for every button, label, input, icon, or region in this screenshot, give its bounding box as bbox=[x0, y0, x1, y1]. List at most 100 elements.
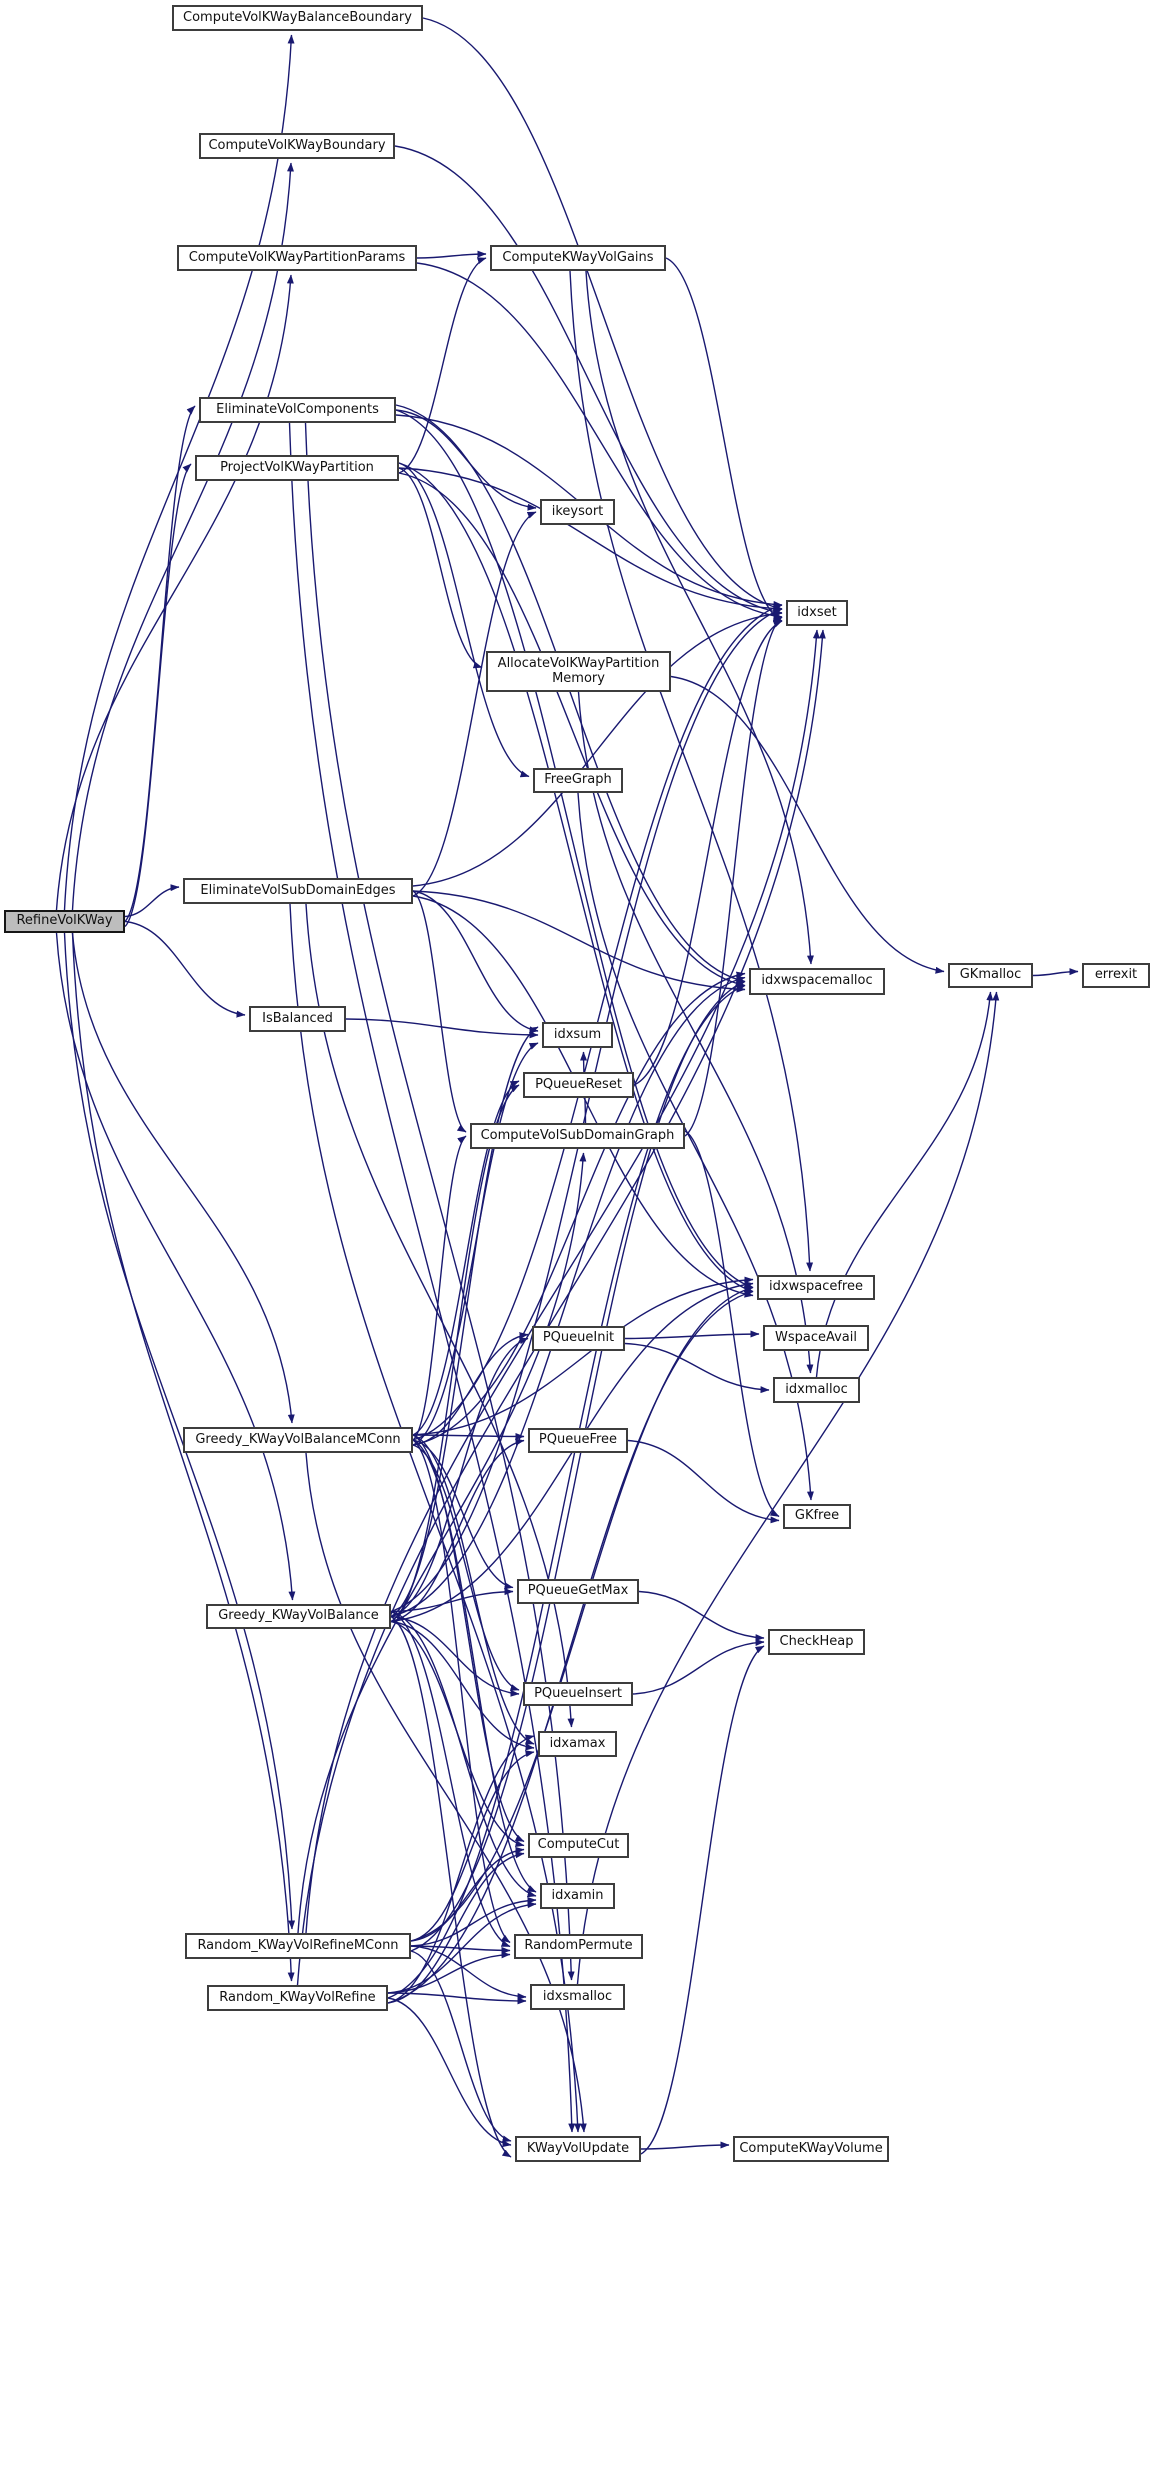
call-edge-Greedy_KWayVolBalanceMConn-to-idxwspacefree bbox=[412, 1276, 754, 1436]
call-edge-ProjectVolKWayPartition-to-FreeGraph bbox=[398, 462, 530, 778]
graph-node-idxmalloc[interactable]: idxmalloc bbox=[773, 1377, 860, 1403]
node-label: errexit bbox=[1094, 967, 1138, 983]
call-edge-Random_KWayVolRefine-to-idxset bbox=[296, 629, 826, 1986]
graph-node-idxsum[interactable]: idxsum bbox=[542, 1022, 613, 1048]
graph-node-WspaceAvail[interactable]: WspaceAvail bbox=[763, 1325, 869, 1351]
call-edge-Random_KWayVolRefineMConn-to-idxset bbox=[305, 629, 820, 1934]
call-edge-RefineVolKWay-to-EliminateVolSubDomainEdges bbox=[124, 884, 180, 918]
graph-node-EliminateVolComponents[interactable]: EliminateVolComponents bbox=[199, 397, 396, 423]
graph-node-RandomPermute[interactable]: RandomPermute bbox=[514, 1934, 643, 1959]
graph-node-AllocateVolKWayPartitionMemory[interactable]: AllocateVolKWayPartition Memory bbox=[486, 651, 671, 692]
call-edge-ComputeVolKWayPartitionParams-to-idxset bbox=[416, 262, 783, 620]
node-label: PQueueInit bbox=[542, 1330, 615, 1346]
graph-node-Greedy_KWayVolBalance[interactable]: Greedy_KWayVolBalance bbox=[206, 1604, 391, 1629]
call-edge-EliminateVolComponents-to-idxwspacefree bbox=[395, 409, 754, 1289]
graph-node-ProjectVolKWayPartition[interactable]: ProjectVolKWayPartition bbox=[195, 455, 399, 481]
call-edge-ProjectVolKWayPartition-to-ComputeKWayVolGains bbox=[398, 257, 487, 474]
graph-node-idxamin[interactable]: idxamin bbox=[540, 1883, 615, 1909]
graph-node-ComputeCut[interactable]: ComputeCut bbox=[528, 1833, 629, 1858]
node-label: ComputeKWayVolume bbox=[739, 2140, 883, 2156]
call-edge-EliminateVolSubDomainEdges-to-idxset bbox=[412, 610, 783, 887]
node-label: PQueueGetMax bbox=[527, 1583, 629, 1599]
node-label: ComputeVolKWayPartitionParams bbox=[188, 249, 406, 265]
node-label: PQueueReset bbox=[535, 1076, 622, 1092]
call-edge-RefineVolKWay-to-Random_KWayVolRefine bbox=[71, 932, 295, 1982]
call-edge-Greedy_KWayVolBalance-to-PQueueFree bbox=[390, 1438, 525, 1623]
call-edge-ComputeVolKWayBoundary-to-idxset bbox=[394, 145, 783, 616]
graph-node-ComputeVolKWayBoundary[interactable]: ComputeVolKWayBoundary bbox=[199, 133, 395, 159]
call-edge-KWayVolUpdate-to-CheckHeap bbox=[640, 1645, 765, 2155]
node-label-line: AllocateVolKWayPartition bbox=[497, 655, 660, 671]
graph-node-Greedy_KWayVolBalanceMConn[interactable]: Greedy_KWayVolBalanceMConn bbox=[183, 1427, 413, 1453]
graph-node-GKmalloc[interactable]: GKmalloc bbox=[948, 963, 1033, 988]
node-label: idxwspacemalloc bbox=[761, 973, 873, 989]
graph-node-errexit[interactable]: errexit bbox=[1082, 963, 1150, 988]
call-edge-Random_KWayVolRefineMConn-to-idxwspacefree bbox=[410, 1286, 754, 1942]
call-edge-idxsmalloc-to-GKmalloc bbox=[576, 991, 1000, 1985]
call-edge-RefineVolKWay-to-ProjectVolKWayPartition bbox=[124, 463, 192, 928]
graph-node-Random_KWayVolRefine[interactable]: Random_KWayVolRefine bbox=[207, 1985, 388, 2011]
graph-node-PQueueFree[interactable]: PQueueFree bbox=[528, 1428, 628, 1453]
node-label: Greedy_KWayVolBalanceMConn bbox=[195, 1431, 401, 1447]
graph-node-idxamax[interactable]: idxamax bbox=[538, 1731, 617, 1757]
graph-node-IsBalanced[interactable]: IsBalanced bbox=[249, 1006, 346, 1032]
graph-node-ComputeKWayVolume[interactable]: ComputeKWayVolume bbox=[733, 2136, 889, 2162]
node-label: GKfree bbox=[794, 1508, 840, 1524]
graph-node-CheckHeap[interactable]: CheckHeap bbox=[768, 1629, 865, 1655]
graph-node-PQueueInit[interactable]: PQueueInit bbox=[532, 1326, 625, 1351]
graph-node-RefineVolKWay[interactable]: RefineVolKWay bbox=[4, 910, 125, 933]
graph-node-GKfree[interactable]: GKfree bbox=[783, 1504, 851, 1529]
graph-node-ComputeVolKWayPartitionParams[interactable]: ComputeVolKWayPartitionParams bbox=[177, 245, 417, 271]
call-edge-PQueueReset-to-idxset bbox=[633, 620, 783, 1086]
graph-node-idxsmalloc[interactable]: idxsmalloc bbox=[530, 1984, 625, 2010]
call-edge-IsBalanced-to-idxsum bbox=[345, 1018, 539, 1039]
graph-node-PQueueReset[interactable]: PQueueReset bbox=[523, 1072, 634, 1098]
node-label: Random_KWayVolRefine bbox=[219, 1989, 376, 2005]
node-label: PQueueInsert bbox=[534, 1685, 622, 1701]
node-label: idxset bbox=[797, 604, 837, 620]
call-edge-AllocateVolKWayPartitionMemory-to-GKmalloc bbox=[670, 675, 945, 974]
graph-node-idxwspacemalloc[interactable]: idxwspacemalloc bbox=[749, 968, 885, 995]
call-edge-Random_KWayVolRefine-to-RandomPermute bbox=[387, 1951, 511, 1994]
node-label: RandomPermute bbox=[524, 1938, 633, 1954]
call-edge-Random_KWayVolRefineMConn-to-idxsmalloc bbox=[410, 1945, 527, 2000]
call-edge-EliminateVolSubDomainEdges-to-ComputeVolSubDomainGraph bbox=[412, 890, 467, 1133]
graph-node-ComputeKWayVolGains[interactable]: ComputeKWayVolGains bbox=[490, 245, 666, 271]
call-edge-EliminateVolComponents-to-idxwspacemalloc bbox=[395, 404, 746, 984]
node-label: CheckHeap bbox=[779, 1633, 854, 1649]
graph-node-ComputeVolKWayBalanceBoundary[interactable]: ComputeVolKWayBalanceBoundary bbox=[172, 5, 423, 31]
graph-node-FreeGraph[interactable]: FreeGraph bbox=[533, 768, 623, 793]
node-label: GKmalloc bbox=[959, 967, 1022, 983]
node-label: IsBalanced bbox=[262, 1010, 333, 1026]
call-edge-RefineVolKWay-to-ComputeVolKWayPartitionParams bbox=[55, 274, 294, 911]
call-edge-Random_KWayVolRefineMConn-to-ComputeVolSubDomainGraph bbox=[297, 1152, 587, 1934]
node-label: PQueueFree bbox=[538, 1432, 618, 1448]
call-edge-KWayVolUpdate-to-ComputeKWayVolume bbox=[640, 2141, 730, 2150]
graph-node-PQueueInsert[interactable]: PQueueInsert bbox=[523, 1682, 633, 1706]
call-edge-PQueueInsert-to-CheckHeap bbox=[632, 1638, 765, 1695]
call-edge-Greedy_KWayVolBalance-to-idxsum bbox=[390, 1026, 539, 1618]
graph-node-ikeysort[interactable]: ikeysort bbox=[540, 499, 615, 525]
call-edge-Random_KWayVolRefineMConn-to-idxamin bbox=[410, 1896, 537, 1947]
call-edge-Greedy_KWayVolBalance-to-PQueueInsert bbox=[390, 1615, 520, 1697]
graph-node-ComputeVolSubDomainGraph[interactable]: ComputeVolSubDomainGraph bbox=[470, 1123, 685, 1149]
call-edge-EliminateVolSubDomainEdges-to-KWayVolUpdate bbox=[289, 903, 582, 2133]
call-edge-EliminateVolSubDomainEdges-to-ikeysort bbox=[412, 511, 537, 897]
graph-node-idxset[interactable]: idxset bbox=[786, 600, 848, 626]
node-label: KWayVolUpdate bbox=[526, 2140, 630, 2156]
call-edge-RefineVolKWay-to-Greedy_KWayVolBalanceMConn bbox=[71, 932, 295, 1424]
call-edge-RefineVolKWay-to-Random_KWayVolRefineMConn bbox=[63, 932, 296, 1930]
call-edge-PQueueInit-to-idxmalloc bbox=[624, 1342, 770, 1394]
graph-node-PQueueGetMax[interactable]: PQueueGetMax bbox=[517, 1579, 639, 1604]
graph-node-idxwspacefree[interactable]: idxwspacefree bbox=[757, 1275, 875, 1300]
call-edge-Greedy_KWayVolBalanceMConn-to-ComputeCut bbox=[412, 1434, 525, 1843]
call-edge-Greedy_KWayVolBalanceMConn-to-idxamax bbox=[412, 1434, 535, 1745]
graph-node-KWayVolUpdate[interactable]: KWayVolUpdate bbox=[515, 2136, 641, 2162]
graph-node-Random_KWayVolRefineMConn[interactable]: Random_KWayVolRefineMConn bbox=[185, 1933, 411, 1959]
graph-node-EliminateVolSubDomainEdges[interactable]: EliminateVolSubDomainEdges bbox=[183, 878, 413, 904]
call-edge-Random_KWayVolRefine-to-idxwspacefree bbox=[387, 1290, 754, 2004]
call-edge-Greedy_KWayVolBalance-to-RandomPermute bbox=[390, 1610, 511, 1948]
node-label: idxamin bbox=[551, 1887, 604, 1903]
call-edge-EliminateVolSubDomainEdges-to-idxsum bbox=[412, 890, 539, 1034]
